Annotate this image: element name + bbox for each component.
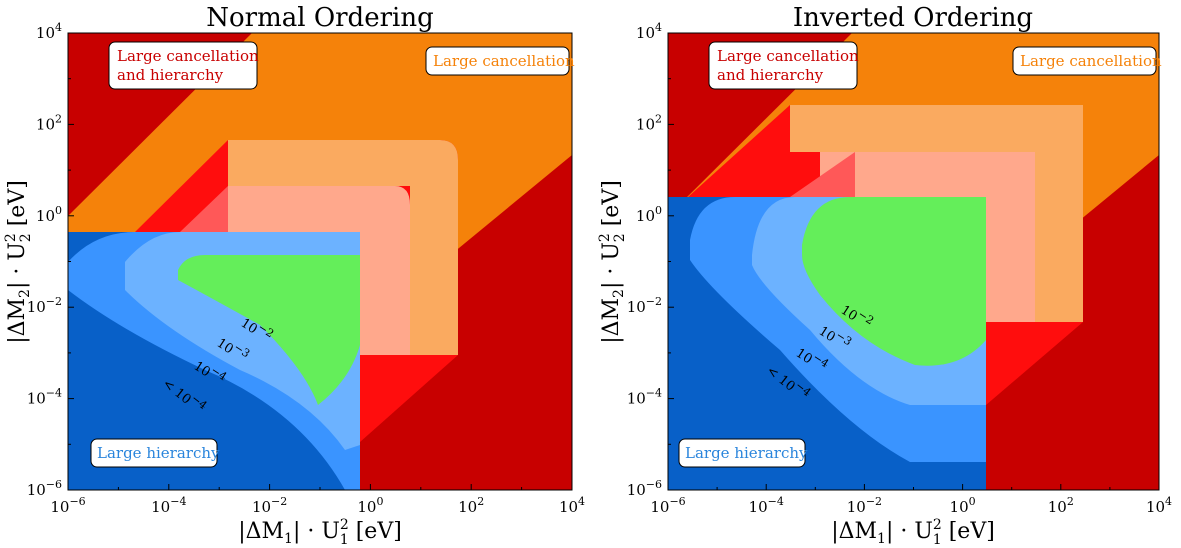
x-tick-label: 100 <box>950 495 976 516</box>
y-tick-label: 10−2 <box>627 295 662 316</box>
panel-normal-ordering: Normal Ordering 10−6 10−4 10−2 100 10 <box>3 3 585 548</box>
svg-text:Large hierarchy: Large hierarchy <box>685 444 808 462</box>
y-tick-label: 10−6 <box>27 478 62 499</box>
chart-title: Inverted Ordering <box>793 3 1033 33</box>
contour-1e-3-red <box>180 186 228 232</box>
x-axis-label: |ΔM1| · U2 1 [eV] <box>238 517 402 548</box>
svg-text:Large hierarchy: Large hierarchy <box>97 444 220 462</box>
x-tick-label: 102 <box>458 495 484 516</box>
y-tick-label: 10−4 <box>627 387 662 408</box>
svg-text:Large cancellation: Large cancellation <box>1020 52 1162 70</box>
x-axis-label: |ΔM1| · U2 1 [eV] <box>831 517 995 548</box>
svg-text:Large cancellation: Large cancellation <box>433 52 575 70</box>
contour-1e-3-orange <box>228 186 410 355</box>
x-tick-label: 102 <box>1048 495 1074 516</box>
label-large-hierarchy: Large hierarchy <box>90 438 220 468</box>
y-tick-label: 100 <box>636 204 662 225</box>
contour-1e-4-orange <box>228 140 458 355</box>
y-tick-label: 102 <box>636 112 662 133</box>
label-cancellation-hierarchy: Large cancellation and hierarchy <box>108 41 259 90</box>
label-cancellation-hierarchy: Large cancellation and hierarchy <box>708 41 859 90</box>
svg-text:Large cancellation: Large cancellation <box>717 47 859 65</box>
x-tick-label: 10−6 <box>650 495 685 516</box>
y-tick-label: 100 <box>36 204 62 225</box>
contour-1e-3-orange <box>820 152 1035 322</box>
contour-1e-2 <box>178 255 360 405</box>
y-ticks: 10−6 10−4 10−2 100 102 104 <box>27 21 74 499</box>
svg-text:and hierarchy: and hierarchy <box>717 66 824 84</box>
contour-1e-4-orange <box>790 105 1083 322</box>
plot-area <box>668 33 1159 490</box>
x-tick-label: 10−4 <box>749 495 784 516</box>
x-tick-label: 104 <box>559 495 585 516</box>
label-large-cancellation: Large cancellation <box>425 46 575 76</box>
svg-text:Large cancellation: Large cancellation <box>117 47 259 65</box>
y-tick-label: 10−4 <box>27 387 62 408</box>
x-tick-label: 10−2 <box>847 495 882 516</box>
label-large-cancellation: Large cancellation <box>1012 46 1162 76</box>
label-large-hierarchy: Large hierarchy <box>678 438 808 468</box>
y-tick-label: 102 <box>36 112 62 133</box>
y-tick-label: 104 <box>636 21 662 42</box>
x-tick-label: 104 <box>1146 495 1172 516</box>
y-tick-label: 10−6 <box>627 478 662 499</box>
x-tick-label: 100 <box>357 495 383 516</box>
y-ticks: 10−6 10−4 10−2 100 102 104 <box>627 21 674 499</box>
y-tick-label: 104 <box>36 21 62 42</box>
y-axis-label: |ΔM2| · U22 [eV] <box>3 180 34 344</box>
x-tick-label: 10−6 <box>50 495 85 516</box>
chart-title: Normal Ordering <box>206 3 433 33</box>
x-ticks: 10−6 10−4 10−2 100 102 104 <box>650 484 1172 516</box>
contour-1e-2 <box>802 197 986 366</box>
x-tick-label: 10−4 <box>151 495 186 516</box>
contour-1e-3-red <box>790 152 855 197</box>
x-ticks: 10−6 10−4 10−2 100 102 104 <box>50 484 585 516</box>
y-axis-label: |ΔM2| · U22 [eV] <box>597 180 628 344</box>
panel-inverted-ordering: Inverted Ordering 10−6 10−4 10−2 100 102 104 … <box>597 3 1172 548</box>
plot-area <box>68 33 572 490</box>
x-tick-label: 10−2 <box>252 495 287 516</box>
svg-text:and hierarchy: and hierarchy <box>117 66 224 84</box>
y-tick-label: 10−2 <box>27 295 62 316</box>
